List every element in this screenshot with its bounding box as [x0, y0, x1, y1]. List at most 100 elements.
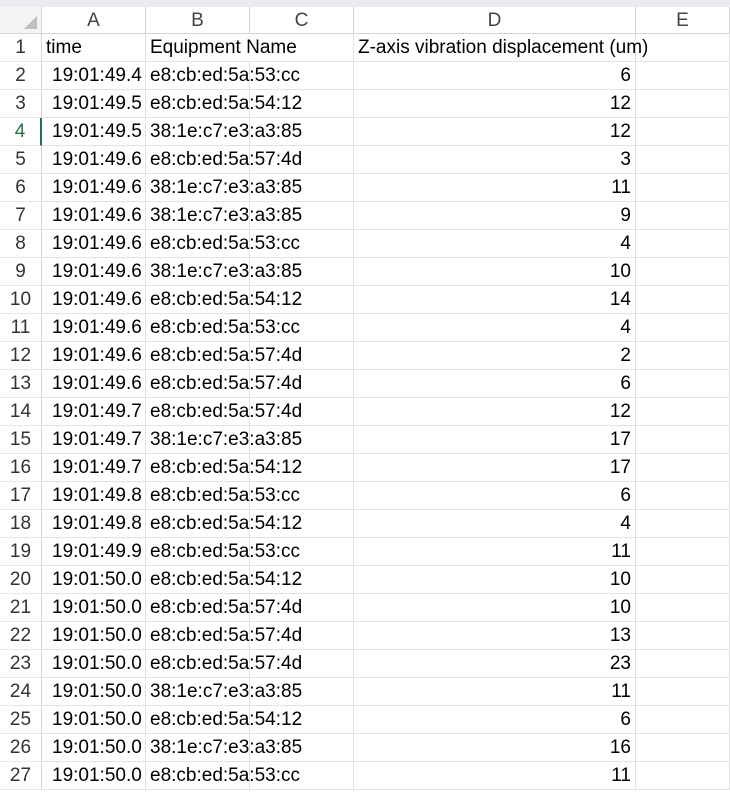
cell-c[interactable] [250, 482, 354, 510]
select-all-button[interactable] [0, 7, 42, 34]
cell-time-header[interactable]: time [42, 34, 146, 62]
cell-z-axis-value[interactable]: 4 [354, 314, 636, 342]
cell-z-axis-value[interactable]: 11 [354, 762, 636, 790]
cell-equipment-name[interactable]: e8:cb:ed:5a:57:4d [146, 622, 302, 650]
cell-e[interactable] [636, 454, 730, 482]
cell-c[interactable] [250, 146, 354, 174]
cell-equipment-name[interactable]: e8:cb:ed:5a:53:cc [146, 314, 300, 342]
cell-c[interactable] [250, 650, 354, 678]
cell-c[interactable] [250, 622, 354, 650]
cell-z-axis-value[interactable]: 4 [354, 230, 636, 258]
cell-z-axis-value[interactable]: 10 [354, 566, 636, 594]
row-header-2[interactable]: 2 [0, 62, 42, 90]
row-header-18[interactable]: 18 [0, 510, 42, 538]
cell-e[interactable] [636, 650, 730, 678]
row-header-24[interactable]: 24 [0, 678, 42, 706]
cell-c[interactable] [250, 342, 354, 370]
cell-z-axis-value[interactable]: 12 [354, 398, 636, 426]
cell-time[interactable]: 19:01:49.6 [42, 370, 146, 398]
cell-equipment-name[interactable]: e8:cb:ed:5a:53:cc [146, 230, 300, 258]
row-header-13[interactable]: 13 [0, 370, 42, 398]
cell-e[interactable] [636, 734, 730, 762]
cell-equipment-name[interactable]: e8:cb:ed:5a:57:4d [146, 342, 302, 370]
cell-equipment-name[interactable]: e8:cb:ed:5a:57:4d [146, 398, 302, 426]
cell-equipment-name[interactable]: e8:cb:ed:5a:53:cc [146, 62, 300, 90]
row-header-22[interactable]: 22 [0, 622, 42, 650]
cell-equipment-name[interactable]: 38:1e:c7:e3:a3:85 [146, 118, 302, 146]
cell-time[interactable]: 19:01:49.8 [42, 482, 146, 510]
cell-c[interactable] [250, 594, 354, 622]
cell-z-axis-value[interactable]: 10 [354, 594, 636, 622]
row-header-23[interactable]: 23 [0, 650, 42, 678]
cell-c[interactable] [250, 706, 354, 734]
cell-z-axis-value[interactable]: 6 [354, 706, 636, 734]
column-header-c[interactable]: C [250, 7, 354, 34]
cell-equipment-name[interactable]: e8:cb:ed:5a:57:4d [146, 594, 302, 622]
cell-z-axis-value[interactable]: 17 [354, 426, 636, 454]
row-header-20[interactable]: 20 [0, 566, 42, 594]
cell-equipment-name[interactable]: e8:cb:ed:5a:54:12 [146, 286, 302, 314]
cell-e[interactable] [636, 370, 730, 398]
cell-z-axis-value[interactable]: 17 [354, 454, 636, 482]
row-header-6[interactable]: 6 [0, 174, 42, 202]
cell-e[interactable] [636, 482, 730, 510]
cell-c[interactable] [250, 174, 354, 202]
column-header-b[interactable]: B [146, 7, 250, 34]
cell-c[interactable] [250, 566, 354, 594]
cell-equipment-name[interactable]: e8:cb:ed:5a:53:cc [146, 482, 300, 510]
cell-time[interactable]: 19:01:50.0 [42, 678, 146, 706]
cell-time[interactable]: 19:01:50.0 [42, 594, 146, 622]
cell-e[interactable] [636, 174, 730, 202]
cell-c[interactable] [250, 734, 354, 762]
cell-c[interactable] [250, 286, 354, 314]
row-header-26[interactable]: 26 [0, 734, 42, 762]
cell-e[interactable] [636, 146, 730, 174]
row-header-15[interactable]: 15 [0, 426, 42, 454]
cell-time[interactable]: 19:01:49.7 [42, 398, 146, 426]
cell-z-axis-value[interactable]: 6 [354, 62, 636, 90]
cell-time[interactable]: 19:01:49.5 [42, 90, 146, 118]
cell-time[interactable]: 19:01:49.6 [42, 230, 146, 258]
cell-e[interactable] [636, 342, 730, 370]
column-header-a[interactable]: A [42, 7, 146, 34]
cell-e[interactable] [636, 62, 730, 90]
cell-time[interactable]: 19:01:49.6 [42, 286, 146, 314]
cell-equipment-name[interactable]: e8:cb:ed:5a:57:4d [146, 370, 302, 398]
cell-z-axis-header[interactable]: Z-axis vibration displacement (um) [354, 34, 648, 62]
cell-z-axis-value[interactable]: 9 [354, 202, 636, 230]
cell-time[interactable]: 19:01:50.0 [42, 566, 146, 594]
cell-time[interactable]: 19:01:50.0 [42, 706, 146, 734]
cell-time[interactable]: 19:01:49.6 [42, 342, 146, 370]
row-header-4[interactable]: 4 [0, 118, 42, 146]
cell-equipment-name[interactable]: 38:1e:c7:e3:a3:85 [146, 678, 302, 706]
row-header-16[interactable]: 16 [0, 454, 42, 482]
cell-time[interactable]: 19:01:49.5 [42, 118, 146, 146]
column-header-e[interactable]: E [636, 7, 730, 34]
cell-e1[interactable] [636, 34, 730, 62]
cell-e[interactable] [636, 538, 730, 566]
row-header-21[interactable]: 21 [0, 594, 42, 622]
row-header-7[interactable]: 7 [0, 202, 42, 230]
row-header-19[interactable]: 19 [0, 538, 42, 566]
cell-time[interactable]: 19:01:49.9 [42, 538, 146, 566]
row-header-14[interactable]: 14 [0, 398, 42, 426]
cell-c[interactable] [250, 258, 354, 286]
cell-e[interactable] [636, 118, 730, 146]
cell-c[interactable] [250, 118, 354, 146]
row-header-10[interactable]: 10 [0, 286, 42, 314]
cell-time[interactable]: 19:01:49.6 [42, 314, 146, 342]
cell-z-axis-value[interactable]: 16 [354, 734, 636, 762]
cell-c[interactable] [250, 398, 354, 426]
cell-equipment-name[interactable]: 38:1e:c7:e3:a3:85 [146, 174, 302, 202]
cell-e[interactable] [636, 230, 730, 258]
cell-z-axis-value[interactable]: 13 [354, 622, 636, 650]
cell-equipment-name-header[interactable]: Equipment Name [146, 34, 354, 62]
cell-equipment-name[interactable]: e8:cb:ed:5a:54:12 [146, 566, 302, 594]
cell-equipment-name[interactable]: 38:1e:c7:e3:a3:85 [146, 258, 302, 286]
cell-c[interactable] [250, 62, 354, 90]
cell-c[interactable] [250, 202, 354, 230]
cell-time[interactable]: 19:01:49.4 [42, 62, 146, 90]
cell-time[interactable]: 19:01:49.7 [42, 454, 146, 482]
cell-equipment-name[interactable]: e8:cb:ed:5a:54:12 [146, 454, 302, 482]
cell-equipment-name[interactable]: e8:cb:ed:5a:57:4d [146, 650, 302, 678]
